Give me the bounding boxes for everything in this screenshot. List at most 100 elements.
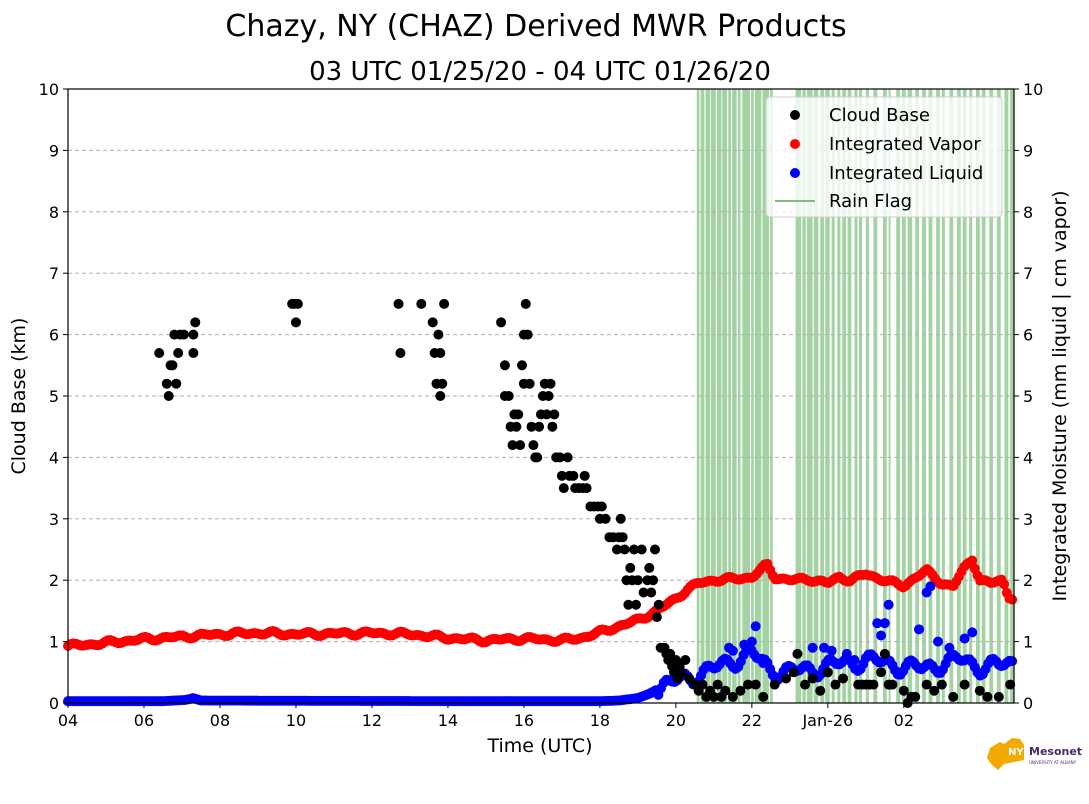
y-tick-label-left: 1 <box>49 633 59 652</box>
integrated-liquid-point <box>967 627 978 638</box>
cloud-base-point <box>167 360 178 371</box>
legend-box <box>765 96 1003 218</box>
cloud-base-point <box>507 440 518 451</box>
legend: Cloud Base Integrated Vapor Integrated L… <box>765 96 1003 218</box>
y-tick-label-right: 2 <box>1023 571 1033 590</box>
integrated-liquid-point <box>746 636 757 647</box>
rain-flag-band <box>981 89 986 703</box>
integrated-liquid-point <box>925 581 936 592</box>
y-tick-label-left: 10 <box>39 80 59 99</box>
integrated-liquid-point <box>807 642 818 653</box>
cloud-base-point <box>611 544 622 555</box>
cloud-base-point <box>395 348 406 359</box>
cloud-base-point <box>769 679 780 690</box>
integrated-vapor-point <box>967 555 978 566</box>
integrated-vapor-point <box>1007 594 1018 605</box>
cloud-base-point <box>558 483 569 494</box>
x-tick-label: 06 <box>134 711 154 730</box>
y-tick-label-right: 9 <box>1023 141 1033 160</box>
y-tick-label-right: 4 <box>1023 448 1033 467</box>
x-tick-label: 20 <box>666 711 686 730</box>
integrated-liquid-point <box>1007 656 1018 667</box>
legend-rain-flag: Rain Flag <box>829 191 912 212</box>
cloud-base-point <box>948 691 959 702</box>
cloud-base-point <box>646 587 657 598</box>
cloud-base-point <box>543 391 554 401</box>
cloud-base-point <box>644 562 655 573</box>
x-tick-label: 08 <box>210 711 230 730</box>
ny-state-shape-icon <box>987 738 1024 770</box>
cloud-base-point <box>532 452 543 463</box>
x-tick-label: 10 <box>286 711 306 730</box>
cloud-base-point <box>435 348 446 359</box>
y-tick-label-right: 10 <box>1023 80 1043 99</box>
cloud-base-point <box>154 348 165 359</box>
integrated-liquid-point <box>819 642 830 653</box>
cloud-base-point <box>625 562 636 573</box>
rain-flag-band <box>742 89 750 703</box>
rain-flag-band <box>820 89 825 703</box>
integrated-liquid-point <box>826 645 837 656</box>
cloud-base-point <box>720 685 731 696</box>
y-tick-label-right: 5 <box>1023 387 1033 406</box>
chart-title: Chazy, NY (CHAZ) Derived MWR Products <box>225 9 846 44</box>
cloud-base-point <box>648 575 659 586</box>
cloud-base-point <box>822 667 833 678</box>
cloud-base-point <box>554 452 565 463</box>
y-tick-label-left: 3 <box>49 510 59 529</box>
cloud-base-point <box>815 685 826 696</box>
cloud-base-point <box>758 691 769 702</box>
integrated-vapor-point <box>999 579 1010 590</box>
y-tick-label-right: 7 <box>1023 264 1033 283</box>
y-axis-label-left: Cloud Base (km) <box>8 318 30 475</box>
cloud-base-point <box>879 648 890 659</box>
cloud-base-point <box>781 673 792 684</box>
cloud-base-point <box>868 679 879 690</box>
cloud-base-series <box>154 298 1016 708</box>
legend-cloud-base-marker <box>790 110 800 120</box>
cloud-base-point <box>173 348 184 359</box>
cloud-base-point <box>993 691 1004 702</box>
cloud-base-point <box>556 470 567 481</box>
cloud-base-point <box>632 575 643 586</box>
cloud-base-point <box>838 673 849 684</box>
cloud-base-point <box>712 679 723 690</box>
legend-integrated-liquid: Integrated Liquid <box>829 163 983 184</box>
cloud-base-point <box>653 599 664 610</box>
chart-subtitle: 03 UTC 01/25/20 - 04 UTC 01/26/20 <box>309 57 771 87</box>
cloud-base-point <box>568 470 579 481</box>
rain-flag-band <box>842 89 847 703</box>
legend-integrated-liquid-marker <box>790 168 800 178</box>
integrated-liquid-point <box>739 639 750 650</box>
cloud-base-point <box>549 409 560 420</box>
cloud-base-point <box>936 679 947 690</box>
cloud-base-point <box>433 329 444 340</box>
cloud-base-point <box>651 612 662 623</box>
cloud-base-point <box>830 679 841 690</box>
integrated-liquid-point <box>879 618 890 629</box>
y-tick-label-right: 8 <box>1023 203 1033 222</box>
cloud-base-point <box>190 317 201 328</box>
rain-flag-band <box>754 89 762 703</box>
cloud-base-point <box>630 599 641 610</box>
cloud-base-point <box>513 409 524 420</box>
cloud-base-point <box>982 691 993 702</box>
cloud-base-point <box>188 348 199 359</box>
y-tick-label-left: 5 <box>49 387 59 406</box>
y-tick-label-right: 1 <box>1023 633 1033 652</box>
rain-flag-band <box>722 89 728 703</box>
integrated-liquid-point <box>944 642 955 653</box>
cloud-base-point <box>416 298 427 309</box>
cloud-base-point <box>427 317 438 328</box>
y-tick-label-left: 6 <box>49 326 59 345</box>
cloud-base-point <box>617 532 628 543</box>
cloud-base-point <box>750 679 761 690</box>
cloud-base-point <box>697 679 708 690</box>
cloud-base-point <box>178 329 189 340</box>
cloud-base-point <box>638 587 649 598</box>
cloud-base-point <box>541 409 552 420</box>
cloud-base-point <box>974 685 985 696</box>
x-tick-label: Jan-26 <box>801 711 853 730</box>
